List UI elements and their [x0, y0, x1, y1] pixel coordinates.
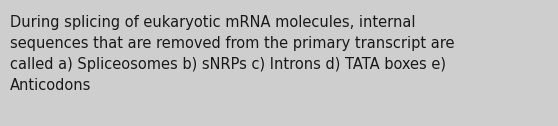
- Text: During splicing of eukaryotic mRNA molecules, internal
sequences that are remove: During splicing of eukaryotic mRNA molec…: [10, 15, 455, 93]
